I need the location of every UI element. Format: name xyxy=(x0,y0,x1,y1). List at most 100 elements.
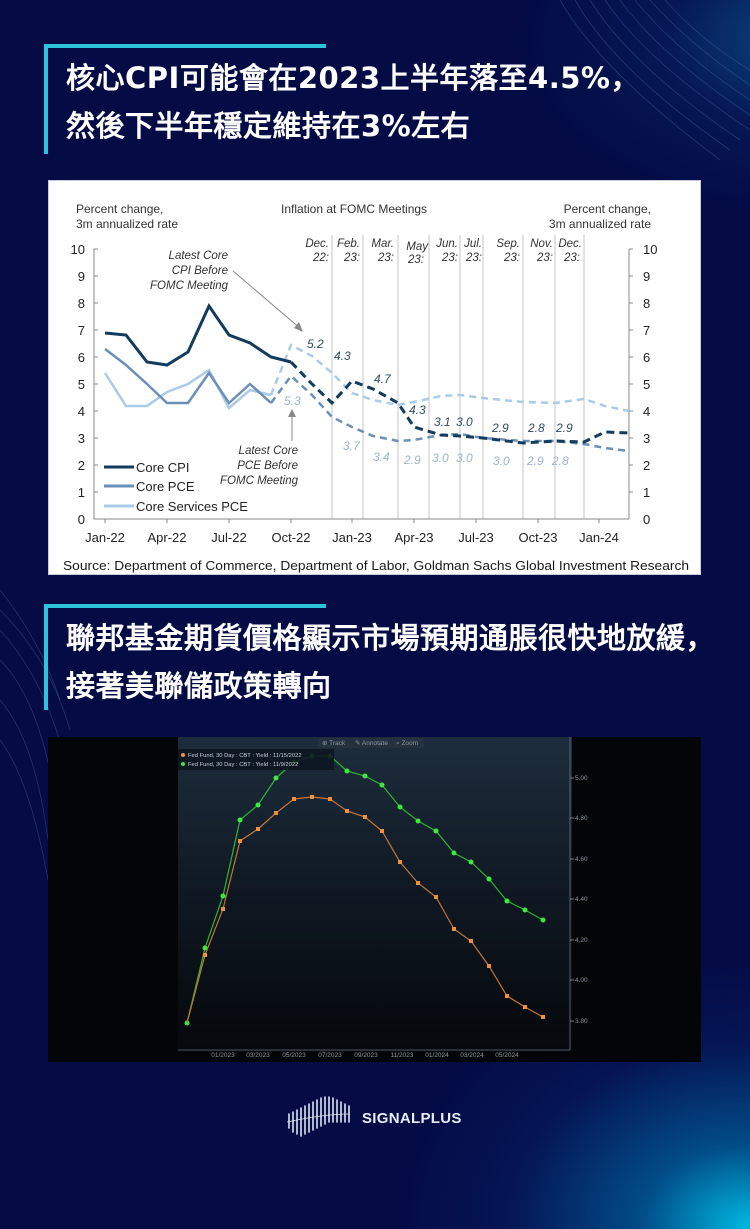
svg-text:3m annualized rate: 3m annualized rate xyxy=(549,217,651,231)
svg-text:4.3: 4.3 xyxy=(334,349,351,363)
zoom-button[interactable]: ⌕ Zoom xyxy=(396,740,418,747)
chart-source: Source: Department of Commerce, Departme… xyxy=(63,559,689,573)
plot-area xyxy=(178,737,572,1052)
svg-text:10: 10 xyxy=(71,242,85,257)
svg-text:2.8: 2.8 xyxy=(527,421,545,435)
svg-text:Apr-23: Apr-23 xyxy=(394,530,433,545)
svg-text:3m annualized rate: 3m annualized rate xyxy=(76,217,178,231)
svg-text:6: 6 xyxy=(643,350,650,365)
svg-text:Apr-22: Apr-22 xyxy=(147,530,186,545)
svg-text:4.7: 4.7 xyxy=(374,372,392,386)
heading-line-2: 接著美聯儲政策轉向 xyxy=(66,669,332,703)
svg-text:2.9: 2.9 xyxy=(555,421,573,435)
svg-text:Fed Fund, 30 Day : CBT : Yield: Fed Fund, 30 Day : CBT : Yield : 11/15/2… xyxy=(188,753,302,759)
svg-text:2.8: 2.8 xyxy=(551,454,569,468)
svg-text:4.40: 4.40 xyxy=(575,896,588,903)
svg-text:3.4: 3.4 xyxy=(373,450,390,464)
svg-text:5.00: 5.00 xyxy=(575,775,588,782)
svg-text:Dec.: Dec. xyxy=(305,238,329,250)
svg-text:Feb.: Feb. xyxy=(337,238,360,250)
svg-text:8: 8 xyxy=(643,296,650,311)
svg-text:CPI Before: CPI Before xyxy=(172,265,228,277)
svg-text:23:: 23: xyxy=(407,254,424,266)
svg-text:23:: 23: xyxy=(377,252,394,264)
svg-text:0: 0 xyxy=(78,512,85,527)
left-y-axis xyxy=(93,248,629,520)
svg-text:Jan-24: Jan-24 xyxy=(579,530,619,545)
svg-text:7: 7 xyxy=(78,323,85,338)
svg-text:4.00: 4.00 xyxy=(575,977,588,984)
inflation-chart-panel: Percent change, 3m annualized rate Infla… xyxy=(48,180,701,575)
annotate-button[interactable]: ✎ Annotate xyxy=(355,740,388,747)
svg-text:22:: 22: xyxy=(312,252,329,264)
signalplus-wave-icon xyxy=(286,1096,351,1137)
svg-text:4: 4 xyxy=(78,404,85,419)
series-core-services-pce xyxy=(103,368,272,410)
svg-text:05/2024: 05/2024 xyxy=(495,1052,519,1059)
svg-text:Sep.: Sep. xyxy=(496,238,520,250)
fed-funds-futures-panel: ⊕ Track ✎ Annotate ⌕ Zoom 5.00 4.80 4.60 4… xyxy=(48,737,701,1062)
svg-text:Mar.: Mar. xyxy=(371,238,394,250)
svg-text:Nov.: Nov. xyxy=(530,238,553,250)
svg-text:Jul.: Jul. xyxy=(463,238,482,250)
svg-text:5: 5 xyxy=(78,377,85,392)
meeting-gridlines xyxy=(331,235,585,519)
svg-text:3.0: 3.0 xyxy=(493,454,510,468)
y-axis-ticks: 5.00 4.80 4.60 4.40 4.20 4.00 3.80 xyxy=(575,775,588,1025)
svg-text:2.9: 2.9 xyxy=(491,421,509,435)
svg-text:7: 7 xyxy=(643,323,650,338)
left-axis-label: Percent change, xyxy=(76,202,163,216)
svg-text:1: 1 xyxy=(78,485,85,500)
cpi-annotation: Latest Core CPI Before FOMC Meeting xyxy=(150,250,229,292)
svg-text:2: 2 xyxy=(643,458,650,473)
svg-text:09/2023: 09/2023 xyxy=(354,1052,378,1059)
track-button[interactable]: ⊕ Track xyxy=(322,740,346,747)
svg-text:23:: 23: xyxy=(343,252,360,264)
fed-funds-futures-chart: ⊕ Track ✎ Annotate ⌕ Zoom 5.00 4.80 4.60 4… xyxy=(48,737,701,1062)
svg-text:Latest Core: Latest Core xyxy=(169,250,228,262)
svg-text:FOMC Meeting: FOMC Meeting xyxy=(220,475,299,487)
svg-text:Jan-22: Jan-22 xyxy=(85,530,125,545)
svg-text:03/2023: 03/2023 xyxy=(246,1052,270,1059)
svg-text:11/2023: 11/2023 xyxy=(390,1052,413,1059)
svg-text:Fed Fund, 30 Day : CBT : Yield: Fed Fund, 30 Day : CBT : Yield : 11/9/20… xyxy=(188,762,298,768)
svg-text:3.1: 3.1 xyxy=(434,415,451,429)
svg-text:5.3: 5.3 xyxy=(284,394,301,408)
svg-text:3: 3 xyxy=(643,431,650,446)
svg-text:3: 3 xyxy=(78,431,85,446)
x-axis-ticks: 01/2023 03/2023 05/2023 07/2023 09/2023 11/2… xyxy=(211,1052,519,1059)
pce-meeting-values: 5.3 3.7 3.4 2.9 3.0 3.0 3.0 2.9 2.8 xyxy=(284,394,569,468)
svg-text:3.0: 3.0 xyxy=(456,415,473,429)
svg-text:6: 6 xyxy=(78,350,85,365)
heading-line-1: 聯邦基金期貨價格顯示市場預期通脹很快地放緩， xyxy=(66,621,716,655)
svg-text:Jun.: Jun. xyxy=(435,238,458,250)
svg-text:4.80: 4.80 xyxy=(575,815,588,822)
right-y-axis xyxy=(628,248,633,519)
right-axis-label: Percent change, xyxy=(564,202,651,216)
svg-text:Dec.: Dec. xyxy=(558,238,582,250)
svg-text:05/2023: 05/2023 xyxy=(282,1052,306,1059)
cpi-meeting-values: 5.2 4.3 4.7 4.3 3.1 3.0 2.9 2.8 2.9 xyxy=(307,337,573,435)
svg-text:23:: 23: xyxy=(503,252,520,264)
svg-text:Jul-22: Jul-22 xyxy=(211,530,246,545)
inflation-chart: Percent change, 3m annualized rate Infla… xyxy=(63,202,689,573)
svg-text:3.0: 3.0 xyxy=(456,451,473,465)
svg-text:5: 5 xyxy=(643,377,650,392)
svg-text:Oct-23: Oct-23 xyxy=(518,530,557,545)
svg-text:5.2: 5.2 xyxy=(307,337,324,351)
chart-toolbar: ⊕ Track ✎ Annotate ⌕ Zoom xyxy=(318,738,424,748)
series-core-cpi xyxy=(104,302,292,367)
svg-text:9: 9 xyxy=(78,269,85,284)
svg-text:10: 10 xyxy=(643,242,657,257)
svg-text:9: 9 xyxy=(643,269,650,284)
svg-text:0: 0 xyxy=(643,512,650,527)
heading-accent-bar xyxy=(44,44,326,48)
svg-text:01/2024: 01/2024 xyxy=(425,1052,449,1059)
svg-text:8: 8 xyxy=(78,296,85,311)
svg-text:4: 4 xyxy=(643,404,650,419)
heading-line-2: 然後下半年穩定維持在3%左右 xyxy=(66,109,471,143)
